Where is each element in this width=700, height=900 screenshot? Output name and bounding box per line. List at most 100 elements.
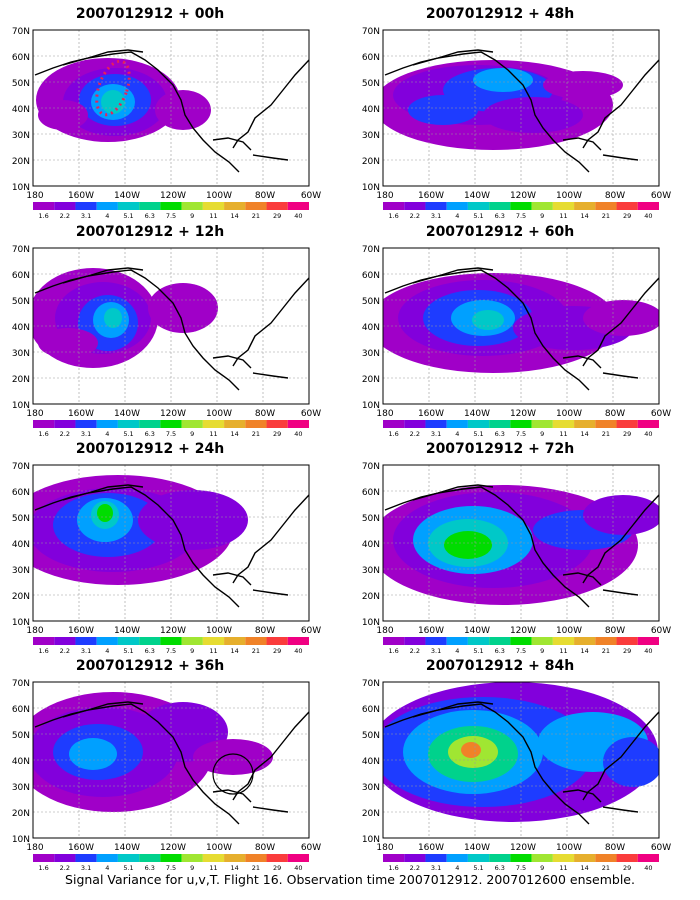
colorbar-label: 14 bbox=[581, 864, 589, 870]
colorbar-swatch bbox=[181, 854, 203, 862]
colorbar-label: 6.3 bbox=[145, 212, 155, 218]
lon-tick-label: 120W bbox=[160, 843, 186, 853]
lon-tick-label: 160W bbox=[418, 409, 444, 419]
colorbar-swatch bbox=[139, 637, 161, 645]
colorbar-swatch bbox=[446, 202, 468, 210]
colorbar-swatch bbox=[489, 854, 511, 862]
colorbar-swatch bbox=[160, 202, 182, 210]
colorbar-swatch bbox=[266, 420, 288, 428]
colorbar-label: 7.5 bbox=[166, 864, 176, 870]
colorbar-swatch bbox=[552, 420, 575, 428]
coastline bbox=[62, 51, 240, 173]
colorbar-swatch bbox=[224, 420, 246, 428]
variance-contour bbox=[138, 490, 248, 550]
colorbar-swatch bbox=[224, 854, 246, 862]
colorbar-label: 2.2 bbox=[410, 864, 420, 870]
panel-title: 2007012912 + 84h bbox=[425, 658, 575, 674]
panel-title: 2007012912 + 36h bbox=[75, 658, 225, 674]
colorbar-swatch bbox=[404, 420, 426, 428]
map-panel: 2007012912 + 48h 70N 60N 50N 40N 30N 20N 10N 180… bbox=[350, 0, 680, 218]
lon-tick-label: 180 bbox=[26, 191, 43, 201]
lat-tick-label: 40N bbox=[12, 540, 30, 550]
colorbar-label: 5.1 bbox=[473, 430, 483, 436]
variance-contour bbox=[193, 739, 273, 775]
colorbar-label: 6.3 bbox=[495, 430, 505, 436]
colorbar-label: 40 bbox=[644, 212, 652, 218]
colorbar-swatch bbox=[510, 202, 532, 210]
colorbar-swatch bbox=[287, 420, 309, 428]
colorbar-label: 3.1 bbox=[431, 430, 441, 436]
colorbar-swatch bbox=[446, 420, 468, 428]
variance-contour bbox=[483, 97, 583, 133]
colorbar-label: 1.6 bbox=[388, 430, 398, 436]
colorbar-swatch bbox=[383, 420, 405, 428]
colorbar-swatch bbox=[383, 637, 405, 645]
colorbar-label: 9 bbox=[190, 864, 194, 870]
lon-tick-label: 60W bbox=[301, 843, 321, 853]
colorbar-swatch bbox=[489, 420, 511, 428]
lat-tick-label: 20N bbox=[362, 809, 380, 819]
colorbar-label: 4 bbox=[105, 212, 109, 218]
colorbar-swatch bbox=[75, 202, 97, 210]
lat-tick-label: 40N bbox=[362, 105, 380, 115]
colorbar-label: 1.6 bbox=[38, 647, 48, 653]
lon-tick-label: 60W bbox=[651, 191, 671, 201]
colorbar-swatch bbox=[467, 637, 490, 645]
colorbar-label: 21 bbox=[602, 864, 610, 870]
colorbar-swatch bbox=[574, 420, 596, 428]
lat-tick-label: 70N bbox=[12, 27, 30, 37]
lon-tick-label: 160W bbox=[68, 626, 94, 636]
colorbar-label: 5.1 bbox=[123, 647, 133, 653]
lon-tick-label: 80W bbox=[255, 843, 275, 853]
colorbar-label: 4 bbox=[455, 430, 459, 436]
lat-tick-label: 50N bbox=[362, 297, 380, 307]
colorbar-swatch bbox=[425, 854, 447, 862]
colorbar-label: 9 bbox=[540, 864, 544, 870]
panel-title: 2007012912 + 72h bbox=[425, 441, 575, 457]
colorbar-label: 40 bbox=[644, 430, 652, 436]
lon-tick-label: 120W bbox=[160, 626, 186, 636]
colorbar-label: 3.1 bbox=[81, 647, 91, 653]
colorbar-label: 40 bbox=[294, 430, 302, 436]
lon-tick-label: 140W bbox=[114, 409, 140, 419]
colorbar-label: 5.1 bbox=[123, 212, 133, 218]
colorbar-swatch bbox=[96, 202, 118, 210]
map-frame bbox=[382, 29, 660, 187]
map-frame bbox=[382, 464, 660, 622]
colorbar-swatch bbox=[117, 637, 140, 645]
lat-tick-label: 40N bbox=[362, 323, 380, 333]
map-panel: 2007012912 + 12h 70N 60N 50N 40N 30N 20N 10N 180… bbox=[0, 218, 330, 436]
lat-tick-label: 20N bbox=[362, 157, 380, 167]
variance-field bbox=[33, 682, 309, 838]
lat-tick-label: 20N bbox=[12, 375, 30, 385]
lat-tick-label: 50N bbox=[362, 731, 380, 741]
colorbar-swatch bbox=[383, 854, 405, 862]
lon-tick-label: 160W bbox=[418, 843, 444, 853]
colorbar-label: 5.1 bbox=[473, 212, 483, 218]
colorbar-label: 11 bbox=[559, 430, 567, 436]
lat-tick-label: 10N bbox=[362, 183, 380, 193]
coastline bbox=[34, 49, 144, 76]
colorbar-label: 7.5 bbox=[166, 647, 176, 653]
colorbar-swatch bbox=[637, 420, 659, 428]
lon-tick-label: 120W bbox=[160, 191, 186, 201]
colorbar-swatch bbox=[54, 637, 76, 645]
colorbar-label: 40 bbox=[644, 647, 652, 653]
lon-tick-label: 140W bbox=[464, 843, 490, 853]
colorbar-swatch bbox=[33, 854, 55, 862]
colorbar-swatch bbox=[202, 420, 225, 428]
variance-contour bbox=[583, 300, 659, 336]
map-panel: 2007012912 + 60h 70N 60N 50N 40N 30N 20N 10N 180… bbox=[350, 218, 680, 436]
colorbar-label: 29 bbox=[273, 430, 281, 436]
colorbar-swatch bbox=[531, 420, 553, 428]
colorbar-label: 3.1 bbox=[431, 647, 441, 653]
colorbar-label: 7.5 bbox=[166, 430, 176, 436]
variance-contour bbox=[38, 328, 98, 358]
lat-tick-label: 50N bbox=[362, 79, 380, 89]
panel-title: 2007012912 + 48h bbox=[425, 6, 575, 22]
lon-tick-label: 120W bbox=[510, 191, 536, 201]
colorbar-label: 14 bbox=[231, 647, 239, 653]
